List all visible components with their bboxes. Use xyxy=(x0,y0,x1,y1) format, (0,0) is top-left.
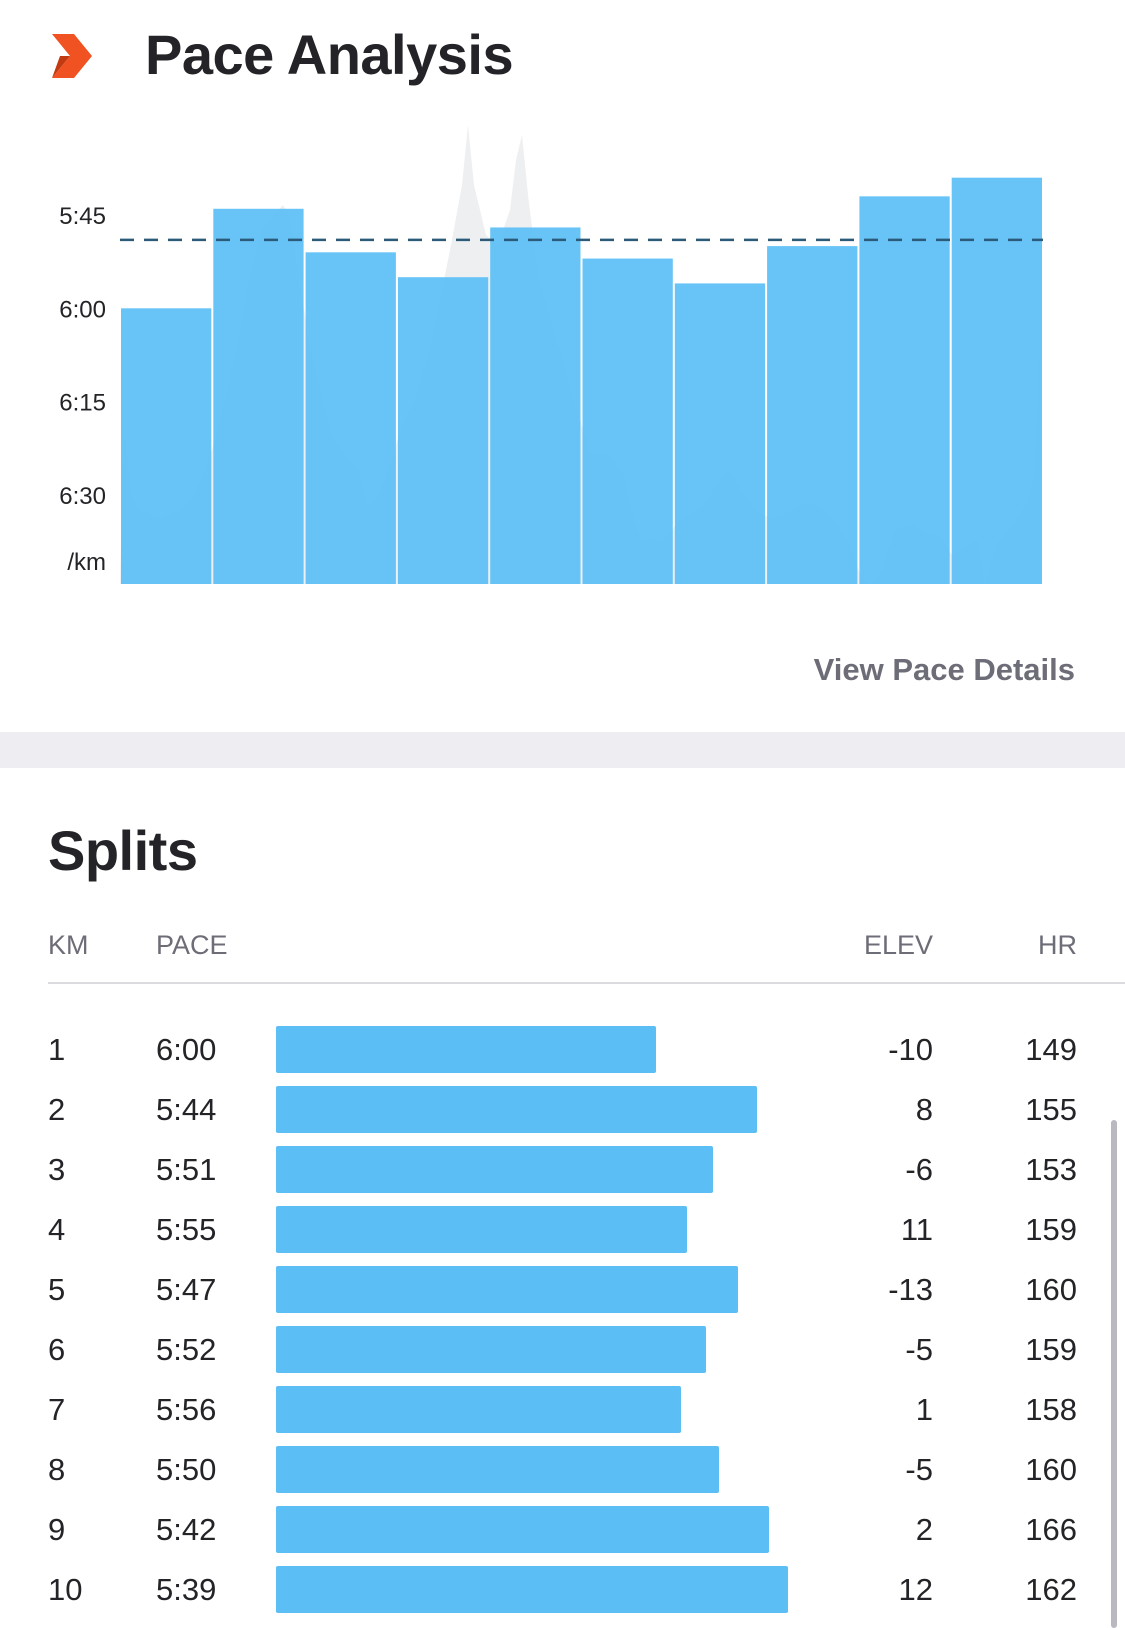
split-km: 10 xyxy=(48,1572,83,1607)
split-km: 9 xyxy=(48,1512,66,1547)
splits-table: 1 6:00 -10 149 2 5:44 8 155 3 5:51 -6 15… xyxy=(0,1020,1125,1620)
split-pace-bar xyxy=(276,1086,757,1133)
pace-bar-km-6[interactable] xyxy=(582,258,673,584)
split-hr: 160 xyxy=(1025,1452,1077,1487)
split-km: 7 xyxy=(48,1392,66,1427)
pace-bar-km-2[interactable] xyxy=(213,208,304,584)
km-column-header: KM xyxy=(48,930,89,960)
split-pace-bar xyxy=(276,1266,738,1313)
split-km: 8 xyxy=(48,1452,66,1487)
split-elev: 8 xyxy=(915,1092,933,1127)
split-km: 4 xyxy=(48,1212,66,1247)
split-hr: 149 xyxy=(1025,1032,1077,1067)
section-divider xyxy=(0,732,1125,768)
y-axis-unit-label: /km xyxy=(67,549,106,576)
split-pace: 5:44 xyxy=(156,1092,217,1127)
split-pace-bar xyxy=(276,1446,719,1493)
split-elev: -13 xyxy=(888,1272,933,1307)
split-pace: 5:52 xyxy=(156,1332,217,1367)
split-row[interactable]: 9 5:42 2 166 xyxy=(0,1500,1125,1560)
split-hr: 159 xyxy=(1025,1212,1077,1247)
split-row[interactable]: 7 5:56 1 158 xyxy=(0,1380,1125,1440)
split-pace: 5:47 xyxy=(156,1272,217,1307)
split-row[interactable]: 4 5:55 11 159 xyxy=(0,1200,1125,1260)
pace-bar-km-4[interactable] xyxy=(397,277,489,584)
split-pace: 5:50 xyxy=(156,1452,217,1487)
split-km: 2 xyxy=(48,1092,66,1127)
split-elev: 12 xyxy=(898,1572,933,1607)
split-pace-bar xyxy=(276,1566,788,1613)
split-hr: 158 xyxy=(1025,1392,1077,1427)
split-pace: 5:42 xyxy=(156,1512,217,1547)
split-pace-bar xyxy=(276,1326,706,1373)
hr-column-header: HR xyxy=(1038,930,1077,960)
split-row[interactable]: 10 5:39 12 162 xyxy=(0,1560,1125,1620)
y-tick-label: 6:30 xyxy=(59,483,106,510)
split-elev: 1 xyxy=(915,1392,933,1427)
pace-bar-km-10[interactable] xyxy=(951,177,1042,584)
pace-chart: 5:45 6:00 6:15 6:30 /km xyxy=(59,125,1043,584)
y-tick-label: 6:15 xyxy=(59,390,106,417)
split-elev: -10 xyxy=(888,1032,933,1067)
split-elev: -6 xyxy=(905,1152,933,1187)
pace-bars xyxy=(121,177,1042,584)
pace-bar-km-5[interactable] xyxy=(490,227,581,584)
header-divider xyxy=(48,982,1125,984)
split-elev: 11 xyxy=(900,1212,933,1247)
splits-title: Splits xyxy=(48,819,198,882)
chevron-right-icon xyxy=(52,34,92,78)
split-row[interactable]: 1 6:00 -10 149 xyxy=(0,1020,1125,1080)
split-elev: -5 xyxy=(905,1452,933,1487)
split-pace-bar xyxy=(276,1146,713,1193)
split-hr: 160 xyxy=(1025,1272,1077,1307)
split-row[interactable]: 6 5:52 -5 159 xyxy=(0,1320,1125,1380)
split-pace-bar xyxy=(276,1026,656,1073)
y-tick-label: 5:45 xyxy=(59,203,106,230)
split-pace: 5:51 xyxy=(156,1152,217,1187)
split-row[interactable]: 8 5:50 -5 160 xyxy=(0,1440,1125,1500)
split-km: 1 xyxy=(48,1032,66,1067)
split-km: 6 xyxy=(48,1332,66,1367)
split-row[interactable]: 5 5:47 -13 160 xyxy=(0,1260,1125,1320)
split-pace-bar xyxy=(276,1386,681,1433)
pace-bar-km-8[interactable] xyxy=(767,246,858,584)
split-elev: 2 xyxy=(915,1512,933,1547)
split-km: 5 xyxy=(48,1272,66,1307)
pace-bar-km-3[interactable] xyxy=(305,252,396,584)
page-title: Pace Analysis xyxy=(145,23,514,86)
pace-bar-km-9[interactable] xyxy=(859,196,950,584)
split-row[interactable]: 2 5:44 8 155 xyxy=(0,1080,1125,1140)
scrollbar[interactable] xyxy=(1111,1120,1117,1628)
split-hr: 155 xyxy=(1025,1092,1077,1127)
split-hr: 159 xyxy=(1025,1332,1077,1367)
split-pace: 5:55 xyxy=(156,1212,217,1247)
elev-column-header: ELEV xyxy=(863,930,933,960)
split-km: 3 xyxy=(48,1152,66,1187)
pace-bar-km-7[interactable] xyxy=(674,283,766,584)
split-pace-bar xyxy=(276,1206,687,1253)
split-pace: 6:00 xyxy=(156,1032,217,1067)
split-hr: 166 xyxy=(1025,1512,1077,1547)
split-hr: 162 xyxy=(1025,1572,1077,1607)
pace-y-axis: 5:45 6:00 6:15 6:30 xyxy=(59,203,106,510)
pace-analysis-section: Pace Analysis 5:45 6:00 6:15 6:30 /km View … xyxy=(0,0,1125,732)
split-pace: 5:56 xyxy=(156,1392,217,1427)
split-row[interactable]: 3 5:51 -6 153 xyxy=(0,1140,1125,1200)
pace-bar-km-1[interactable] xyxy=(121,308,212,584)
pace-column-header: PACE xyxy=(156,930,228,960)
split-pace: 5:39 xyxy=(156,1572,217,1607)
splits-section: Splits KM PACE ELEV HR 1 6:00 -10 149 2 … xyxy=(0,768,1125,1628)
split-pace-bar xyxy=(276,1506,769,1553)
y-tick-label: 6:00 xyxy=(59,296,106,323)
split-elev: -5 xyxy=(905,1332,933,1367)
split-hr: 153 xyxy=(1025,1152,1077,1187)
view-pace-details-link[interactable]: View Pace Details xyxy=(813,652,1075,687)
